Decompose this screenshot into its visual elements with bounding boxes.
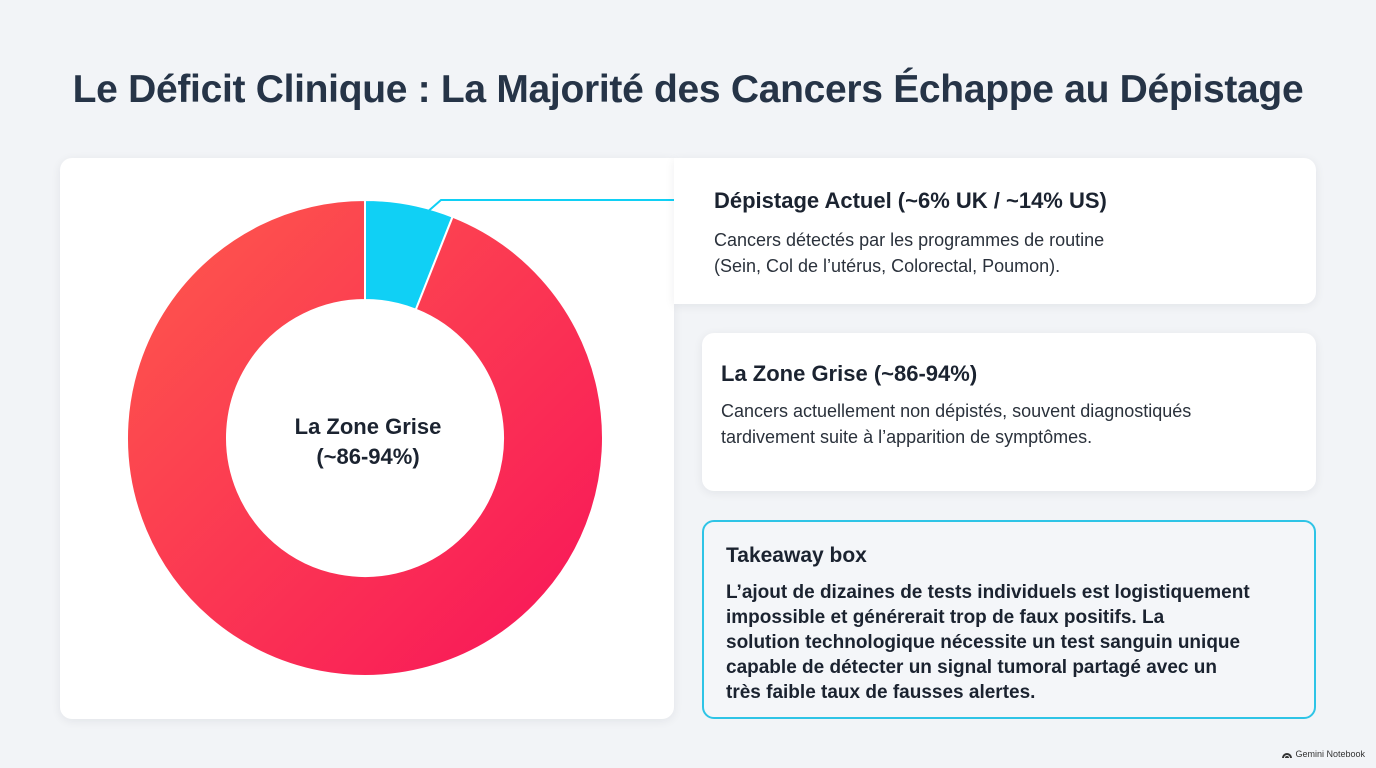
donut-chart: La Zone Grise (~86-94%) <box>126 198 604 677</box>
screening-line-2: (Sein, Col de l’utérus, Colorectal, Poum… <box>714 256 1061 276</box>
grey-zone-description: Cancers actuellement non dépistés, souve… <box>721 398 1291 450</box>
screening-line-1: Cancers détectés par les programmes de r… <box>714 230 1105 250</box>
grey-zone-card: La Zone Grise (~86-94%) Cancers actuelle… <box>702 333 1316 491</box>
takeaway-line-3: solution technologique nécessite un test… <box>726 632 1241 653</box>
takeaway-line-5: très faible taux de fausses alertes. <box>726 682 1036 703</box>
page-title: Le Déficit Clinique : La Majorité des Ca… <box>72 68 1304 111</box>
footer-brand: Gemini Notebook <box>1282 749 1365 759</box>
takeaway-box: Takeaway box L’ajout de dizaines de test… <box>702 520 1316 719</box>
screening-title: Dépistage Actuel (~6% UK / ~14% US) <box>714 188 1107 213</box>
takeaway-line-2: impossible et générerait trop de faux po… <box>726 607 1165 628</box>
screening-card: Dépistage Actuel (~6% UK / ~14% US) Canc… <box>674 158 1316 304</box>
takeaway-title: Takeaway box <box>726 544 867 567</box>
center-label-line2: (~86-94%) <box>316 444 419 469</box>
center-label-line1: La Zone Grise <box>295 414 442 439</box>
chart-card: La Zone Grise (~86-94%) <box>60 158 674 719</box>
grey-zone-line-2: tardivement suite à l’apparition de symp… <box>721 427 1093 447</box>
donut-slice-grey-zone <box>126 198 604 677</box>
notebook-logo-icon <box>1282 752 1293 758</box>
footer-brand-label: Gemini Notebook <box>1295 749 1365 759</box>
takeaway-text: L’ajout de dizaines de tests individuels… <box>726 580 1296 705</box>
grey-zone-line-1: Cancers actuellement non dépistés, souve… <box>721 401 1192 421</box>
takeaway-line-4: capable de détecter un signal tumoral pa… <box>726 657 1217 678</box>
screening-description: Cancers détectés par les programmes de r… <box>714 227 1274 279</box>
takeaway-line-1: L’ajout de dizaines de tests individuels… <box>726 582 1250 603</box>
grey-zone-title: La Zone Grise (~86-94%) <box>721 361 978 386</box>
